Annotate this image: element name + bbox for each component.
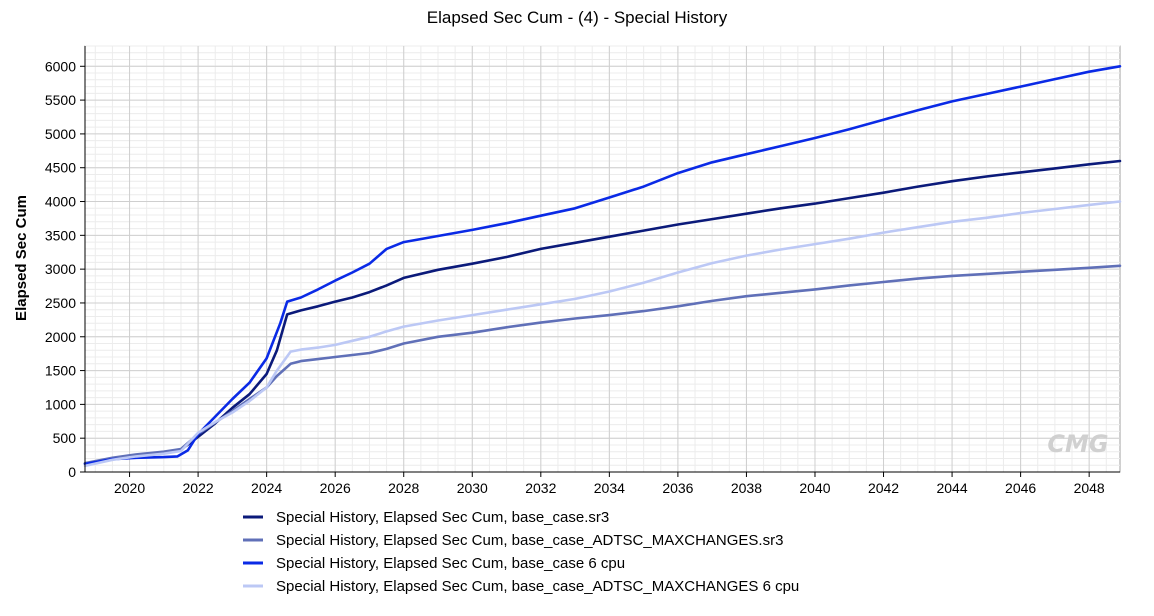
legend: Special History, Elapsed Sec Cum, base_c… bbox=[243, 509, 799, 595]
x-tick-label: 2032 bbox=[525, 480, 556, 496]
y-tick-label: 5500 bbox=[45, 92, 76, 108]
y-tick-label: 500 bbox=[53, 430, 77, 446]
y-tick-label: 3500 bbox=[45, 227, 76, 243]
x-tick-label: 2034 bbox=[594, 480, 625, 496]
y-tick-label: 3000 bbox=[45, 261, 76, 277]
x-tick-label: 2046 bbox=[1005, 480, 1036, 496]
y-tick-label: 2500 bbox=[45, 295, 76, 311]
y-tick-label: 4000 bbox=[45, 194, 76, 210]
y-tick-labels: 0 500 1000 1500 2000 2500 3000 3500 4000 4500 5000… bbox=[45, 58, 76, 480]
chart-title: Elapsed Sec Cum - (4) - Special History bbox=[427, 8, 728, 27]
y-tick-label: 6000 bbox=[45, 58, 76, 74]
x-tick-label: 2044 bbox=[936, 480, 967, 496]
x-tick-label: 2036 bbox=[662, 480, 693, 496]
x-tick-label: 2022 bbox=[183, 480, 214, 496]
x-tick-label: 2042 bbox=[868, 480, 899, 496]
x-tick-label: 2048 bbox=[1074, 480, 1105, 496]
legend-label-2: Special History, Elapsed Sec Cum, base_c… bbox=[276, 532, 783, 549]
x-tick-label: 2026 bbox=[320, 480, 351, 496]
x-tick-label: 2040 bbox=[799, 480, 830, 496]
y-tick-label: 2000 bbox=[45, 329, 76, 345]
x-tick-label: 2038 bbox=[731, 480, 762, 496]
y-axis-label: Elapsed Sec Cum bbox=[13, 195, 30, 321]
x-tick-label: 2028 bbox=[388, 480, 419, 496]
x-tick-labels: 2020 2022 2024 2026 2028 2030 2032 2034 2036 2038… bbox=[114, 480, 1105, 496]
legend-label-3: Special History, Elapsed Sec Cum, base_c… bbox=[276, 555, 625, 572]
legend-label-4: Special History, Elapsed Sec Cum, base_c… bbox=[276, 578, 799, 595]
y-tick-label: 4500 bbox=[45, 160, 76, 176]
x-tick-label: 2020 bbox=[114, 480, 145, 496]
y-tick-label: 1000 bbox=[45, 396, 76, 412]
x-tick-label: 2024 bbox=[251, 480, 282, 496]
y-tick-label: 5000 bbox=[45, 126, 76, 142]
legend-label-1: Special History, Elapsed Sec Cum, base_c… bbox=[276, 509, 609, 526]
x-tick-label: 2030 bbox=[457, 480, 488, 496]
y-tick-label: 1500 bbox=[45, 363, 76, 379]
y-tick-label: 0 bbox=[68, 464, 76, 480]
cmg-watermark-logo: CMG bbox=[1047, 430, 1108, 458]
